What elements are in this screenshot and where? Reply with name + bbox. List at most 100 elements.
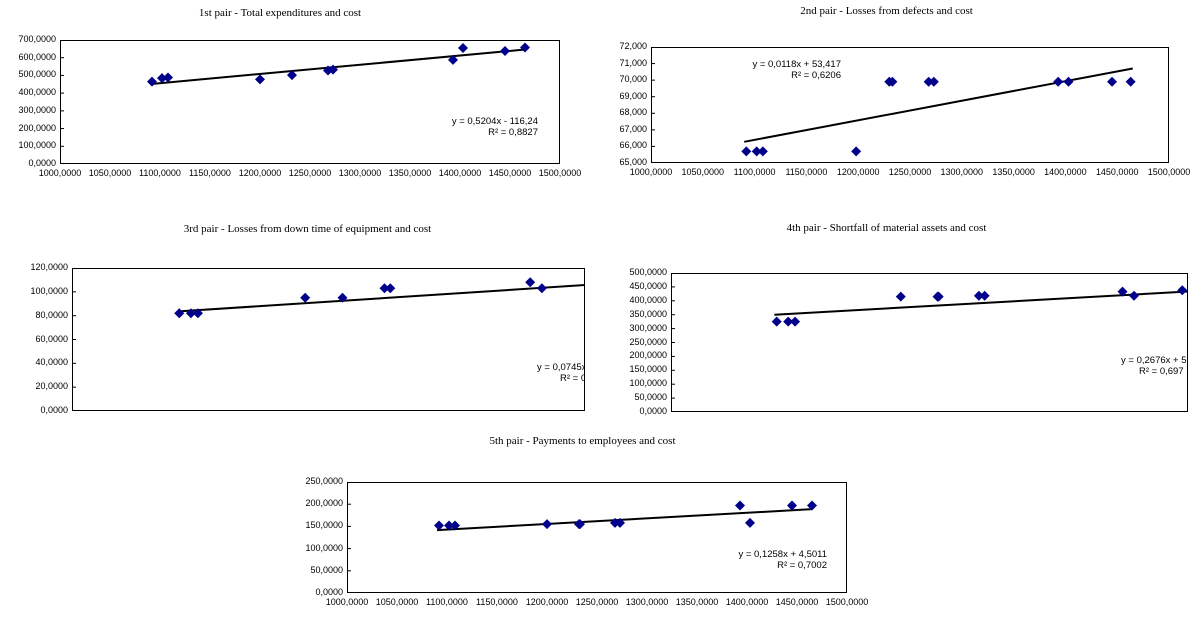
- plot-area: y = 0,1258x + 4,5011 R² = 0,7002: [347, 482, 847, 593]
- trend-equation: y = 0,0118x + 53,417: [752, 59, 841, 70]
- y-tick-label: 250,0000: [305, 476, 343, 486]
- data-point: [787, 500, 797, 511]
- y-tick-label: 200,0000: [629, 350, 667, 361]
- data-point: [520, 42, 530, 53]
- data-point: [973, 290, 984, 301]
- y-tick-label: 71,000: [619, 57, 647, 68]
- y-tick-label: 0,0000: [28, 158, 56, 168]
- chart-title: 2nd pair - Losses from defects and cost: [800, 5, 973, 17]
- chart-title: 5th pair - Payments to employees and cos…: [489, 435, 676, 447]
- data-point: [337, 292, 348, 303]
- data-point: [525, 277, 536, 288]
- scatter-svg: [347, 482, 847, 593]
- y-tick-label: 300,0000: [629, 322, 667, 333]
- data-point: [1177, 285, 1188, 296]
- trend-equation: y = 0,0745x: [537, 362, 585, 373]
- chart-title: 3rd pair - Losses from down time of equi…: [183, 223, 432, 235]
- data-point: [741, 146, 752, 157]
- data-point: [444, 520, 454, 531]
- x-tick-label: 1350,0000: [388, 168, 432, 178]
- scatter-svg: [671, 273, 1188, 412]
- x-tick-label: 1200,0000: [238, 168, 282, 178]
- trend-r2: R² = 0: [560, 373, 585, 384]
- y-tick-label: 500,0000: [629, 267, 667, 277]
- y-tick-label: 100,0000: [305, 542, 343, 553]
- data-point: [434, 520, 444, 531]
- data-point: [185, 308, 196, 319]
- data-point: [923, 76, 934, 87]
- y-tick-label: 69,000: [619, 90, 647, 101]
- x-tick-label: 1300,0000: [338, 168, 382, 178]
- chart-panel-3: 3rd pair - Losses from down time of equi…: [0, 218, 590, 418]
- y-tick-label: 250,0000: [629, 336, 667, 347]
- y-tick-label: 66,000: [619, 140, 647, 151]
- data-point: [450, 520, 460, 531]
- data-point: [751, 146, 762, 157]
- data-point: [163, 72, 173, 83]
- data-point: [500, 45, 510, 56]
- data-point: [300, 292, 311, 303]
- data-point: [615, 517, 625, 528]
- y-tick-label: 50,0000: [634, 392, 667, 403]
- trend-r2: R² = 0,7002: [777, 560, 827, 571]
- x-tick-label: 1050,0000: [88, 168, 132, 178]
- y-tick-label: 400,0000: [629, 294, 667, 305]
- x-tick-label: 1150,0000: [476, 597, 518, 607]
- y-tick-label: 0,0000: [639, 406, 667, 416]
- x-tick-label: 1350,0000: [675, 597, 719, 607]
- data-point: [1117, 286, 1128, 297]
- x-tick-label: 1250,0000: [575, 597, 619, 607]
- data-point: [385, 283, 396, 294]
- data-point: [1063, 76, 1074, 87]
- data-point: [192, 308, 203, 319]
- y-tick-label: 80,0000: [35, 309, 68, 320]
- x-tick-label: 1000,0000: [325, 597, 369, 607]
- data-point: [458, 42, 468, 53]
- x-tick-label: 1150,0000: [785, 167, 828, 177]
- data-point: [448, 54, 458, 65]
- x-tick-label: 1200,0000: [525, 597, 569, 607]
- data-point: [1107, 76, 1118, 87]
- data-point: [287, 70, 297, 81]
- trend-r2: R² = 0,6206: [791, 70, 841, 81]
- x-tick-label: 1500,0000: [1147, 167, 1191, 177]
- data-point: [807, 500, 817, 511]
- x-tick-label: 1100,0000: [733, 167, 776, 177]
- y-tick-label: 67,000: [619, 123, 647, 134]
- y-tick-label: 68,000: [619, 107, 647, 118]
- data-point: [157, 73, 167, 84]
- chart-panel-2: 2nd pair - Losses from defects and cost …: [595, 0, 1203, 200]
- x-tick-label: 1400,0000: [438, 168, 482, 178]
- data-point: [933, 291, 944, 302]
- x-tick-label: 1350,0000: [992, 167, 1035, 177]
- data-point: [895, 291, 906, 302]
- chart-panel-4: 4th pair - Shortfall of material assets …: [595, 218, 1203, 418]
- y-tick-label: 40,0000: [35, 357, 68, 368]
- chart-title: 1st pair - Total expenditures and cost: [198, 7, 362, 19]
- x-tick-label: 1500,0000: [538, 168, 582, 178]
- x-tick-label: 1450,0000: [1095, 167, 1139, 177]
- y-tick-label: 150,0000: [629, 364, 667, 375]
- x-tick-label: 1250,0000: [888, 167, 932, 177]
- data-point: [328, 64, 338, 75]
- x-tick-label: 1300,0000: [940, 167, 984, 177]
- chart-panel-1: 1st pair - Total expenditures and cost y…: [0, 0, 590, 200]
- x-tick-label: 1450,0000: [488, 168, 532, 178]
- data-point: [928, 76, 939, 87]
- trend-line: [774, 290, 1188, 316]
- data-point: [575, 519, 585, 530]
- plot-area: y = 0,2676x + 5 R² = 0,697: [671, 273, 1188, 412]
- data-point: [323, 65, 333, 76]
- y-tick-label: 72,000: [619, 41, 647, 51]
- plot-area: y = 0,0118x + 53,417 R² = 0,6206: [651, 47, 1169, 163]
- chart-title: 4th pair - Shortfall of material assets …: [786, 222, 987, 234]
- chart-panel-5: 5th pair - Payments to employees and cos…: [290, 430, 900, 619]
- x-tick-label: 1400,0000: [1044, 167, 1087, 177]
- y-tick-label: 70,000: [619, 74, 647, 85]
- data-point: [790, 316, 801, 327]
- trend-equation: y = 0,1258x + 4,5011: [738, 549, 827, 560]
- data-point: [174, 308, 185, 319]
- y-tick-label: 60,0000: [35, 333, 68, 344]
- y-tick-label: 450,0000: [629, 280, 667, 291]
- y-tick-label: 100,0000: [629, 378, 667, 389]
